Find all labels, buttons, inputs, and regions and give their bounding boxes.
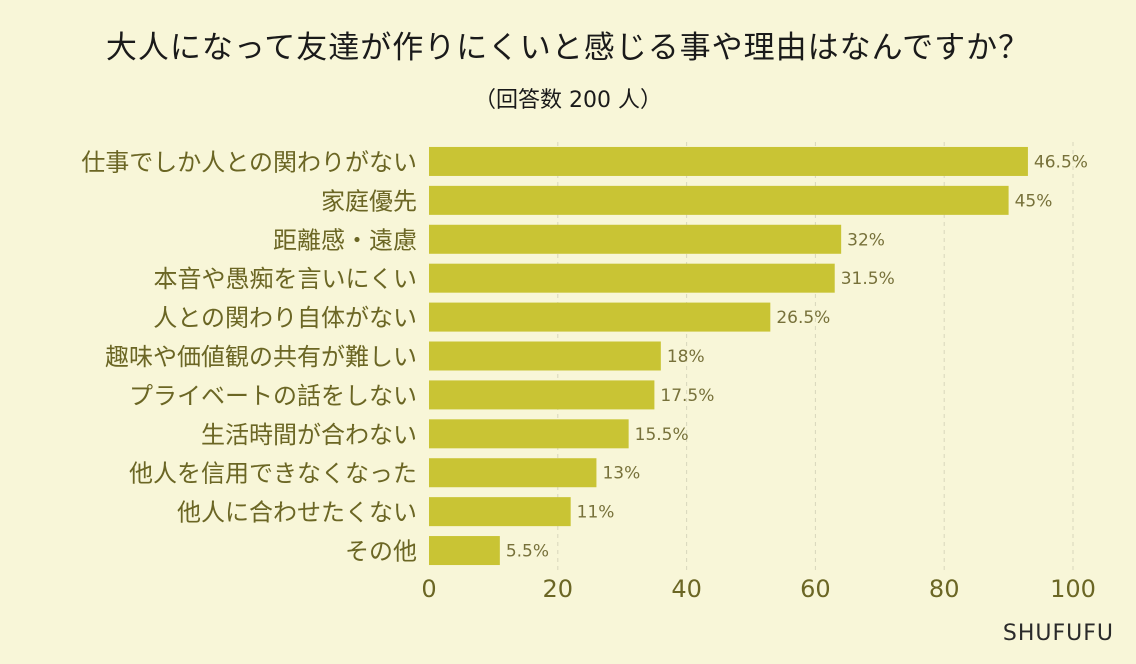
bar: [429, 146, 1028, 176]
bar: [429, 497, 571, 527]
data-label: 31.5%: [841, 269, 895, 289]
bar: [429, 263, 835, 293]
data-label: 5.5%: [506, 542, 549, 562]
category-label: 距離感・遠慮: [273, 226, 417, 254]
data-label: 46.5%: [1034, 152, 1088, 172]
category-label: プライベートの話をしない: [129, 382, 417, 410]
x-tick-label: 80: [929, 575, 960, 603]
category-label: 趣味や価値観の共有が難しい: [105, 343, 417, 371]
data-label: 15.5%: [635, 425, 689, 445]
x-tick-label: 100: [1050, 575, 1096, 603]
bar: [429, 185, 1009, 215]
category-label: 本音や愚痴を言いにくい: [153, 265, 417, 293]
bar: [429, 380, 655, 410]
chart-title: 大人になって友達が作りにくいと感じる事や理由はなんですか？: [105, 30, 1031, 66]
chart-subtitle: （回答数 200 人）: [474, 88, 662, 113]
data-label: 18%: [667, 347, 705, 367]
category-label: 他人に合わせたくない: [177, 499, 417, 527]
x-tick-label: 20: [543, 575, 574, 603]
data-label: 32%: [847, 230, 885, 250]
data-label: 45%: [1015, 191, 1053, 211]
bar: [429, 536, 500, 566]
bar: [429, 341, 661, 371]
bar: [429, 419, 629, 449]
category-label: 人との関わり自体がない: [153, 304, 417, 332]
bar: [429, 302, 771, 332]
bar: [429, 458, 597, 488]
x-tick-label: 0: [421, 575, 436, 603]
data-label: 26.5%: [776, 308, 830, 328]
data-label: 13%: [602, 464, 640, 484]
category-label: 他人を信用できなくなった: [129, 460, 417, 488]
data-label: 11%: [577, 503, 615, 523]
x-tick-label: 60: [800, 575, 831, 603]
brand-logo-text: SHUFUFU: [1002, 621, 1114, 646]
category-label: その他: [345, 538, 417, 566]
category-label: 仕事でしか人との関わりがない: [81, 148, 417, 176]
data-label: 17.5%: [660, 386, 714, 406]
x-tick-label: 40: [671, 575, 702, 603]
bar: [429, 224, 842, 254]
category-label: 生活時間が合わない: [201, 421, 417, 449]
category-label: 家庭優先: [321, 187, 417, 215]
